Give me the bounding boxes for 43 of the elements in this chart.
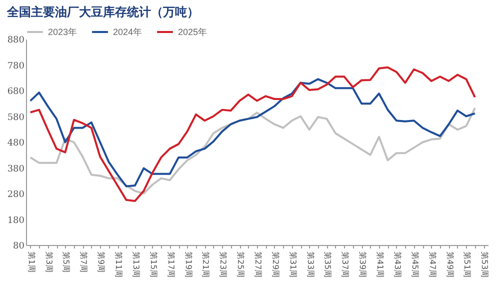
line-series [29, 66, 476, 202]
x-tick-label: 第9周 [96, 252, 106, 273]
y-tick-label: 380 [7, 164, 25, 174]
x-tick-label: 第33周 [306, 252, 315, 278]
legend-label: 2023年 [48, 27, 78, 37]
x-tick-label: 第53周 [480, 252, 490, 278]
x-tick-label: 第1周 [26, 252, 36, 273]
x-tick-label: 第31周 [288, 252, 298, 278]
x-tick-label: 第43周 [392, 252, 402, 278]
x-tick-label: 第39周 [358, 252, 368, 278]
x-tick-label: 第49周 [445, 252, 454, 278]
x-tick-label: 第37周 [340, 252, 350, 278]
legend-label: 2025年 [178, 27, 208, 37]
x-tick-label: 第45周 [410, 252, 420, 278]
y-tick-label: 180 [7, 216, 25, 226]
x-tick-label: 第51周 [462, 252, 472, 278]
chart-title: 全国主要油厂大豆库存统计（万吨） [6, 5, 199, 19]
x-tick-label: 第13周 [131, 252, 140, 278]
y-tick-label: 780 [7, 61, 25, 72]
line-series [29, 78, 476, 188]
x-tick-label: 第25周 [236, 252, 246, 278]
x-tick-label: 第7周 [79, 252, 88, 273]
x-tick-label: 第23周 [218, 252, 228, 278]
x-tick-label: 第5周 [62, 252, 71, 273]
x-tick-label: 第19周 [184, 252, 193, 278]
x-tick-label: 第47周 [428, 252, 437, 278]
x-tick-label: 第27周 [254, 252, 262, 278]
x-tick-label: 第11周 [114, 252, 124, 278]
y-tick-label: 580 [7, 112, 25, 123]
y-tick-label: 480 [7, 138, 25, 148]
line-series [29, 107, 476, 194]
x-tick-label: 第35周 [323, 252, 332, 278]
x-tick-label: 第17周 [166, 252, 176, 278]
y-tick-label: 880 [7, 36, 25, 46]
y-tick-label: 80 [13, 242, 25, 252]
legend-label: 2024年 [113, 27, 142, 37]
x-tick-label: 第3周 [44, 252, 54, 273]
x-tick-label: 第41周 [376, 252, 385, 278]
x-tick-label: 第29周 [270, 252, 280, 278]
x-tick-label: 第15周 [148, 252, 158, 278]
x-tick-label: 第21周 [201, 252, 210, 278]
y-tick-label: 280 [7, 190, 25, 200]
y-tick-label: 680 [7, 87, 25, 97]
